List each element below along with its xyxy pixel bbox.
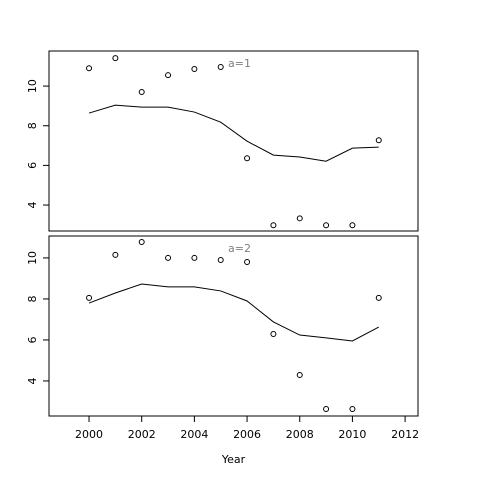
data-point: [112, 251, 119, 258]
data-point: [375, 137, 382, 144]
data-point: [165, 72, 172, 79]
data-point: [191, 66, 198, 73]
trend-line: [88, 104, 379, 162]
data-point: [375, 294, 382, 301]
data-point: [270, 330, 277, 337]
x-tick-label: 2010: [338, 428, 366, 441]
data-point: [138, 238, 145, 245]
data-point: [296, 371, 303, 378]
trend-line: [88, 283, 379, 342]
y-tick-label: 10: [26, 79, 39, 93]
data-point: [217, 64, 224, 71]
data-point: [86, 294, 93, 301]
y-tick-label: 6: [26, 162, 39, 169]
data-point: [349, 406, 356, 413]
x-tick-label: 2002: [128, 428, 156, 441]
x-tick-label: 2004: [180, 428, 208, 441]
data-point: [86, 65, 93, 72]
y-tick-label: 4: [26, 202, 39, 209]
x-axis-label: Year: [221, 453, 246, 466]
data-point: [191, 254, 198, 261]
data-point: [165, 254, 172, 261]
data-point: [244, 155, 251, 162]
y-tick-label: 4: [26, 377, 39, 384]
data-point: [323, 222, 330, 229]
panel-annotation: a=1: [228, 57, 251, 70]
x-tick-label: 2000: [75, 428, 103, 441]
data-point: [296, 215, 303, 222]
x-tick-label: 2012: [391, 428, 419, 441]
data-point: [323, 406, 330, 413]
data-point: [112, 55, 119, 62]
data-point: [244, 259, 251, 266]
y-tick-label: 10: [26, 251, 39, 265]
x-tick-label: 2006: [233, 428, 261, 441]
y-tick-label: 8: [26, 122, 39, 129]
panel-annotation: a=2: [228, 242, 251, 255]
y-tick-label: 6: [26, 336, 39, 343]
data-point: [217, 256, 224, 263]
plot-frame: [48, 50, 419, 232]
y-tick-label: 8: [26, 295, 39, 302]
x-tick-label: 2008: [286, 428, 314, 441]
data-point: [270, 222, 277, 229]
data-point: [138, 89, 145, 96]
data-point: [349, 222, 356, 229]
plot-frame: [48, 235, 419, 417]
